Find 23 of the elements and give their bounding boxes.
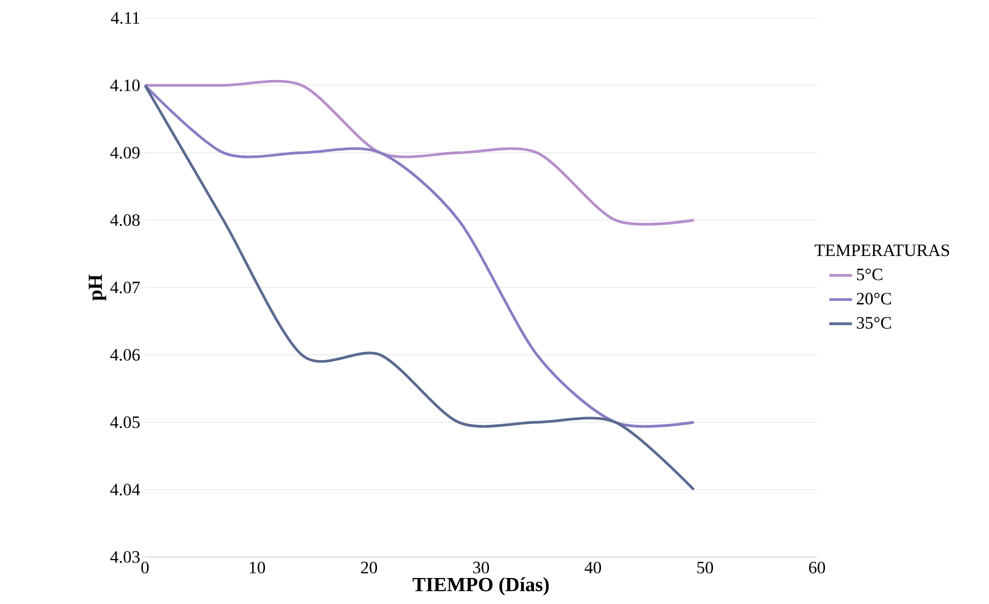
x-axis-title: TIEMPO (Días)	[412, 577, 549, 596]
y-tick-label: 4.09	[110, 146, 140, 159]
x-tick-label: 10	[250, 562, 266, 574]
y-tick-label: 4.08	[110, 214, 140, 226]
x-tick-label: 60	[809, 562, 826, 574]
x-tick-label: 50	[697, 562, 714, 574]
y-tick-label: 4.11	[110, 12, 140, 24]
y-tick-label: 4.06	[110, 348, 140, 361]
y-tick-label: 4.04	[110, 484, 140, 496]
x-tick-label: 0	[141, 562, 149, 574]
y-tick-label: 4.10	[110, 79, 140, 92]
x-tick-label: 30	[473, 562, 490, 574]
y-tick-label: 4.03	[110, 551, 140, 563]
legend-label: 20°C	[856, 292, 891, 304]
legend-title: TEMPERATURAS	[814, 244, 950, 256]
y-axis-title: pH	[88, 274, 106, 301]
y-tick-label: 4.07	[110, 282, 140, 294]
line-series	[144, 84, 696, 491]
x-tick-label: 40	[584, 562, 602, 574]
x-tick-label: 20	[361, 562, 378, 574]
y-tick-label: 4.05	[110, 416, 140, 428]
legend-label: 5°C	[857, 268, 882, 280]
legend-label: 35°C	[856, 317, 891, 329]
